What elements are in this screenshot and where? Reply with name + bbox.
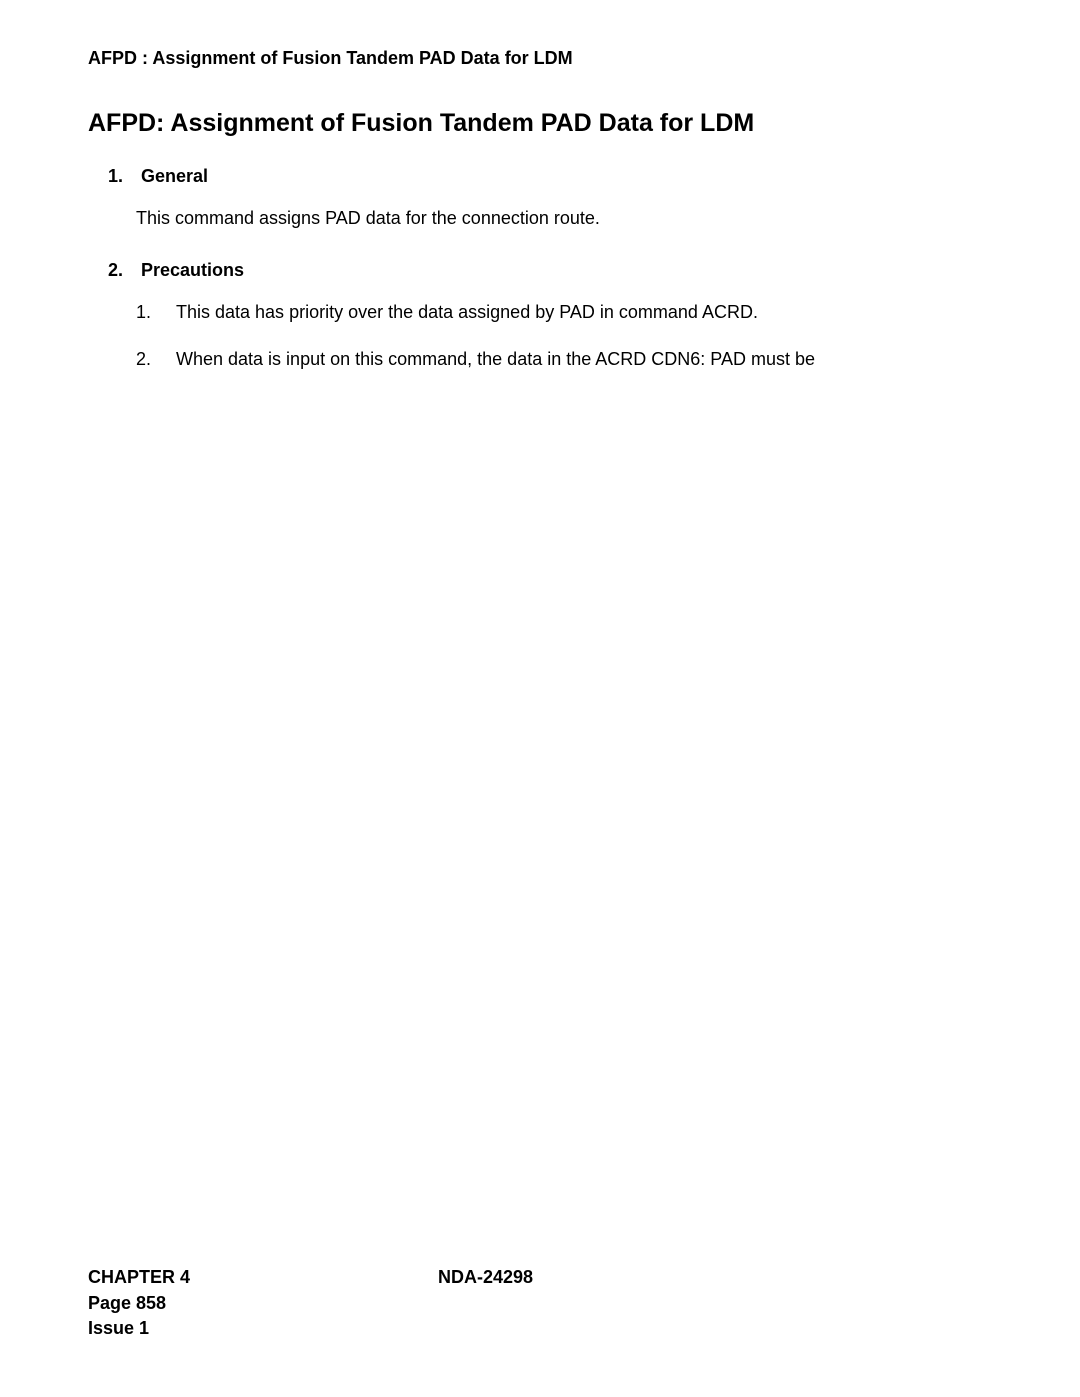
section-heading-precautions: 2. Precautions: [88, 260, 992, 281]
document-page: AFPD : Assignment of Fusion Tandem PAD D…: [0, 0, 1080, 373]
list-item-text: When data is input on this command, the …: [176, 346, 992, 373]
footer-page: Page 858: [88, 1291, 438, 1316]
section-number: 1.: [108, 166, 136, 187]
list-item: 2. When data is input on this command, t…: [88, 346, 992, 373]
list-item: 1. This data has priority over the data …: [88, 299, 992, 326]
footer-issue: Issue 1: [88, 1316, 438, 1341]
list-item-text: This data has priority over the data ass…: [176, 299, 992, 326]
list-item-number: 1.: [136, 299, 176, 326]
section-paragraph: This command assigns PAD data for the co…: [88, 205, 992, 232]
page-header: AFPD : Assignment of Fusion Tandem PAD D…: [88, 48, 992, 69]
section-label: General: [141, 166, 208, 186]
list-item-number: 2.: [136, 346, 176, 373]
footer-chapter: CHAPTER 4: [88, 1265, 438, 1290]
footer-doc: NDA-24298: [438, 1265, 992, 1290]
section-heading-general: 1. General: [88, 166, 992, 187]
page-footer: CHAPTER 4 Page 858 Issue 1 NDA-24298: [88, 1265, 992, 1341]
section-label: Precautions: [141, 260, 244, 280]
section-number: 2.: [108, 260, 136, 281]
page-title: AFPD: Assignment of Fusion Tandem PAD Da…: [88, 109, 992, 138]
